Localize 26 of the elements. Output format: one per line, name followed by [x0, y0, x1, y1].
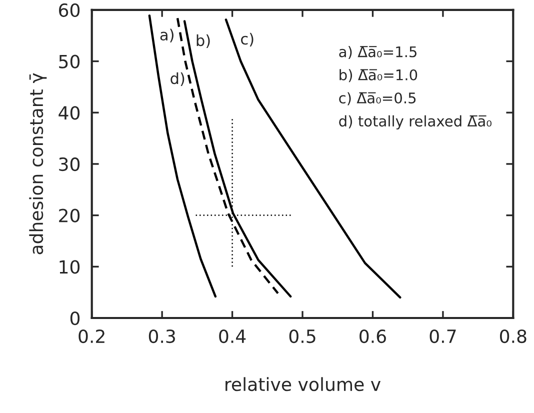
line-series [148, 14, 217, 298]
y-tick-label: 30 [59, 157, 80, 172]
x-tick-label: 0.6 [360, 329, 386, 344]
series-label: b) [196, 34, 210, 48]
y-axis-title: adhesion constant γ̄ [29, 73, 47, 254]
x-tick-label: 0.4 [219, 329, 246, 344]
annotation: d) totally relaxed Δ̅a̅₀ [339, 115, 492, 130]
y-tick-label: 20 [59, 208, 80, 222]
annotation: c) Δ̅a̅₀=0.5 [339, 92, 416, 106]
y-tick-label: 10 [60, 260, 80, 274]
annotation: b) Δ̅a̅₀=1.0 [340, 69, 418, 82]
series-label: c) [241, 32, 254, 46]
line-series [183, 20, 292, 298]
x-tick-label: 0.7 [430, 329, 456, 344]
series-label: a) [160, 28, 174, 42]
series-label: d) [170, 72, 184, 86]
x-tick-label: 0.2 [78, 329, 104, 344]
y-tick-label: 50 [59, 54, 80, 68]
x-axis-title: relative volume v [226, 377, 381, 392]
x-tick-label: 0.8 [500, 329, 526, 344]
annotation: a) Δ̅a̅₀=1.5 [339, 46, 416, 59]
y-tick-label: 40 [58, 106, 80, 120]
x-tick-label: 0.5 [289, 329, 316, 344]
y-tick-label: 60 [59, 3, 80, 18]
x-tick-label: 0.3 [148, 329, 175, 344]
y-tick-label: 0 [70, 311, 80, 326]
